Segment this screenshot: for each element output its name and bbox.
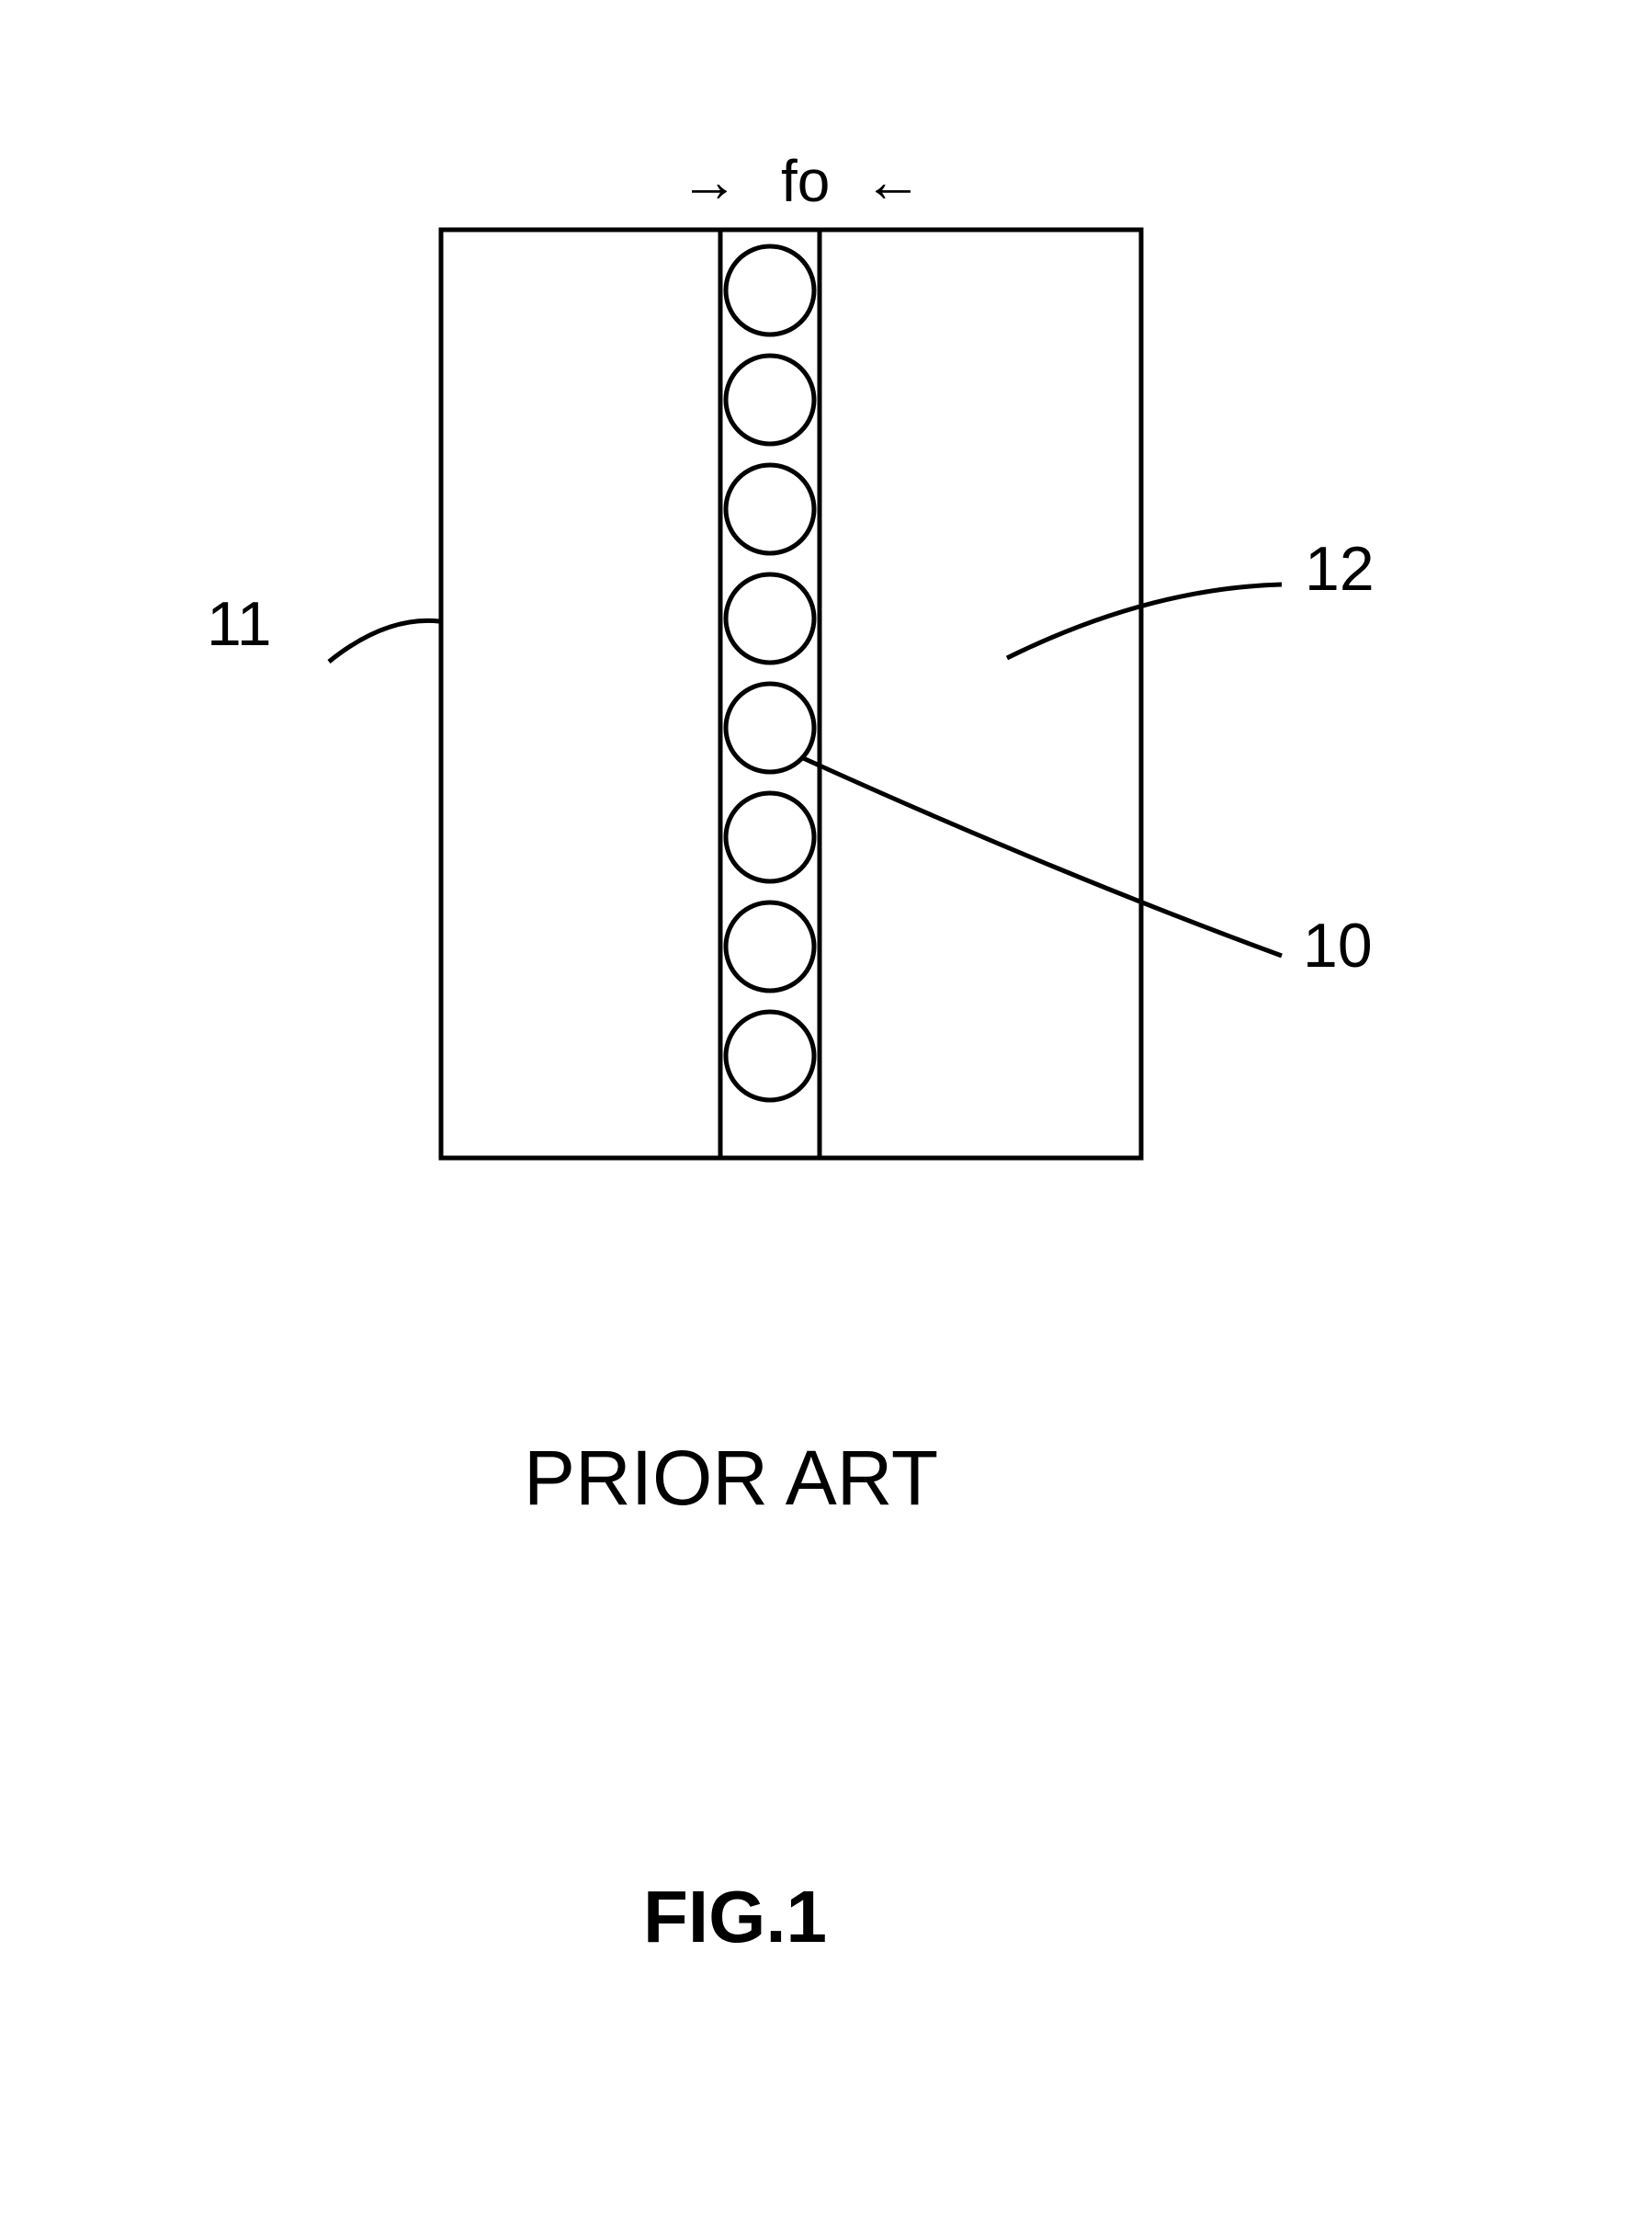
ref-11-leader	[329, 620, 439, 662]
filler-circle	[726, 465, 814, 553]
block-right	[820, 230, 1141, 1158]
figure-caption: FIG.1	[643, 1875, 827, 1959]
filler-circle	[726, 1012, 814, 1100]
filler-circle	[726, 356, 814, 444]
filler-circle	[726, 902, 814, 991]
dim-arrow-left-icon: →	[680, 147, 739, 215]
filler-circle	[726, 574, 814, 663]
block-left	[441, 230, 720, 1158]
ref-label-10: 10	[1303, 910, 1373, 982]
ref-10-leader	[801, 757, 1282, 956]
filler-circle	[726, 246, 814, 335]
ref-label-12: 12	[1305, 533, 1375, 605]
ref-12-leader	[1007, 584, 1282, 658]
ref-label-11: 11	[207, 588, 272, 660]
prior-art-label: PRIOR ART	[524, 1434, 938, 1523]
dim-arrow-right-icon: ←	[864, 147, 922, 215]
filler-circle	[726, 793, 814, 881]
dim-fo-label: fo	[781, 147, 830, 215]
figure-stage: → fo ← 11 12 10 PRIOR ART FIG.1	[0, 0, 1652, 2224]
block-gap	[720, 230, 820, 1158]
